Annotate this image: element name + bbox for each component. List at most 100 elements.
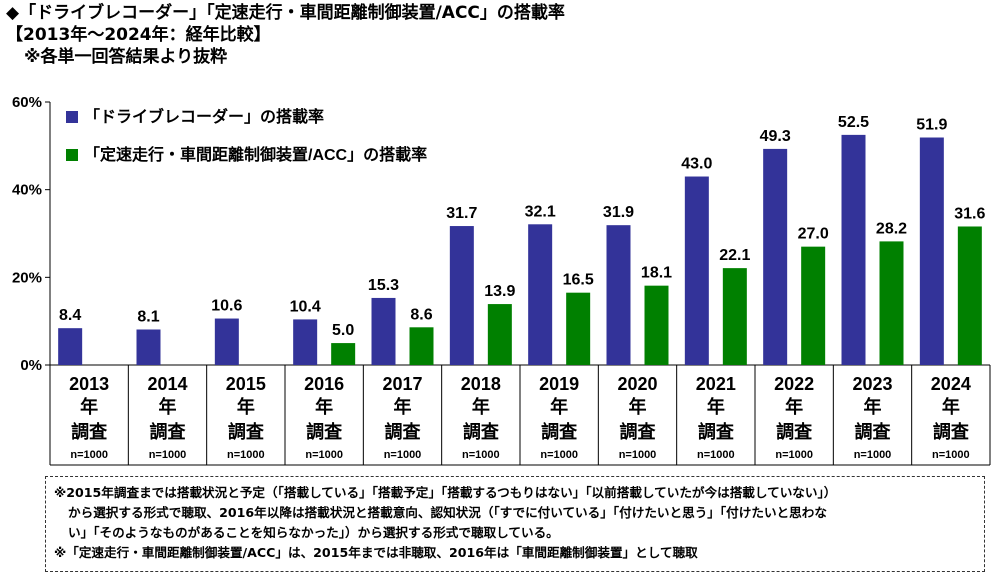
x-tick-label: 2018 [461,374,501,394]
x-tick-label: 2015 [226,374,266,394]
data-label: 13.9 [484,283,515,300]
x-tick-label: 2022 [774,374,814,394]
x-tick-label: 2019 [539,374,579,394]
bar-drive-recorder [371,297,396,365]
data-label: 52.5 [838,114,869,131]
bar-chart: 0%20%40%60%2013年調査n=10008.42014年調査n=1000… [12,94,991,466]
bar-drive-recorder [293,319,318,365]
sample-size-label: n=1000 [384,449,422,461]
data-label: 15.3 [368,277,399,294]
y-tick-label: 40% [12,182,42,199]
footnote-line: から選択する形式で聴取、2016年以降は搭載状況と搭載意向、認知状況（「すでに付… [68,505,827,520]
sample-size-label: n=1000 [227,449,265,461]
footnote-line: い」「そのようなものがあることを知らなかった」）から選択する形式で聴取している。 [68,525,559,540]
x-tick-label: 2016 [304,374,344,394]
y-tick-label: 60% [12,94,42,111]
bar-drive-recorder [528,224,553,365]
x-tick-label-suffix: 調査 [541,421,577,442]
bar-drive-recorder [449,226,474,365]
bar-acc [957,226,982,365]
bar-drive-recorder [841,134,866,365]
x-tick-label-suffix: 調査 [71,421,107,442]
data-label: 28.2 [876,220,907,237]
x-tick-label-suffix: 調査 [933,421,969,442]
sample-size-label: n=1000 [70,449,108,461]
x-tick-label-suffix: 調査 [620,421,656,442]
footnote-line: ※「定速走行・車間距離制御装置/ACC」は、2015年までは非聴取、2016年は… [54,545,698,560]
sample-size-label: n=1000 [462,449,500,461]
sample-size-label: n=1000 [932,449,970,461]
bar-drive-recorder [606,225,631,365]
x-tick-label-suffix: 年 [315,396,333,417]
footnote-box: ※2015年調査までは搭載状況と予定（「搭載している」「搭載予定」「搭載するつも… [45,476,985,572]
sample-size-label: n=1000 [619,449,657,461]
data-label: 8.6 [410,306,432,323]
x-tick-label-suffix: 年 [394,396,412,417]
data-label: 43.0 [681,156,712,173]
chart-title: ◆「ドライブレコーダー」「定速走行・車間距離制御装置/ACC」の搭載率 [6,3,565,23]
x-tick-label-suffix: 年 [237,396,255,417]
bar-acc [644,285,669,365]
data-label: 18.1 [641,265,672,282]
x-tick-label-suffix: 年 [629,396,647,417]
y-tick-label: 20% [12,269,42,286]
x-tick-label: 2024 [931,374,971,394]
bar-drive-recorder [214,318,239,365]
sample-size-label: n=1000 [775,449,813,461]
bar-drive-recorder [684,176,709,365]
bar-drive-recorder [136,329,161,365]
x-tick-label-suffix: 年 [785,396,803,417]
data-label: 10.4 [290,298,321,315]
x-tick-label-suffix: 年 [550,396,568,417]
x-tick-label-suffix: 調査 [150,421,186,442]
bar-acc [331,343,356,365]
data-label: 22.1 [719,247,750,264]
x-tick-label-suffix: 調査 [855,421,891,442]
data-label: 31.7 [446,205,477,222]
data-label: 8.1 [137,308,159,325]
legend-label: 「定速走行・車間距離制御装置/ACC」の搭載率 [84,145,427,164]
x-tick-label: 2014 [147,374,187,394]
x-tick-label-suffix: 調査 [463,421,499,442]
footnote-line: ※2015年調査までは搭載状況と予定（「搭載している」「搭載予定」「搭載するつも… [54,485,837,500]
sample-size-label: n=1000 [149,449,187,461]
chart-caption: ※各単一回答結果より抜粋 [24,47,228,67]
sample-size-label: n=1000 [540,449,578,461]
data-label: 5.0 [332,322,354,339]
y-tick-label: 0% [20,357,42,374]
data-label: 16.5 [563,272,594,289]
legend-swatch [66,111,78,123]
legend-swatch [66,149,78,161]
x-tick-label-suffix: 年 [864,396,882,417]
sample-size-label: n=1000 [305,449,343,461]
bar-acc [487,304,512,365]
x-tick-label-suffix: 調査 [776,421,812,442]
bar-acc [566,292,591,365]
data-label: 49.3 [760,128,791,145]
x-tick-label-suffix: 調査 [385,421,421,442]
x-tick-label-suffix: 年 [159,396,177,417]
data-label: 27.0 [798,226,829,243]
x-tick-label-suffix: 調査 [228,421,264,442]
x-tick-label: 2013 [69,374,109,394]
bar-acc [409,327,434,365]
x-tick-label: 2017 [382,374,422,394]
x-tick-label-suffix: 年 [707,396,725,417]
bar-acc [722,268,747,365]
sample-size-label: n=1000 [854,449,892,461]
bar-acc [801,246,826,365]
x-tick-label-suffix: 年 [472,396,490,417]
data-label: 32.1 [525,203,556,220]
x-tick-label-suffix: 調査 [698,421,734,442]
x-tick-label: 2020 [617,374,657,394]
data-label: 31.9 [603,204,634,221]
x-tick-label: 2023 [852,374,892,394]
x-tick-label: 2021 [696,374,736,394]
legend-label: 「ドライブレコーダー」の搭載率 [84,107,324,126]
bar-drive-recorder [763,148,788,365]
chart-subtitle: 【2013年～2024年：経年比較】 [6,25,271,45]
data-label: 51.9 [916,117,947,134]
bar-acc [879,241,904,365]
sample-size-label: n=1000 [697,449,735,461]
bar-drive-recorder [58,328,83,365]
